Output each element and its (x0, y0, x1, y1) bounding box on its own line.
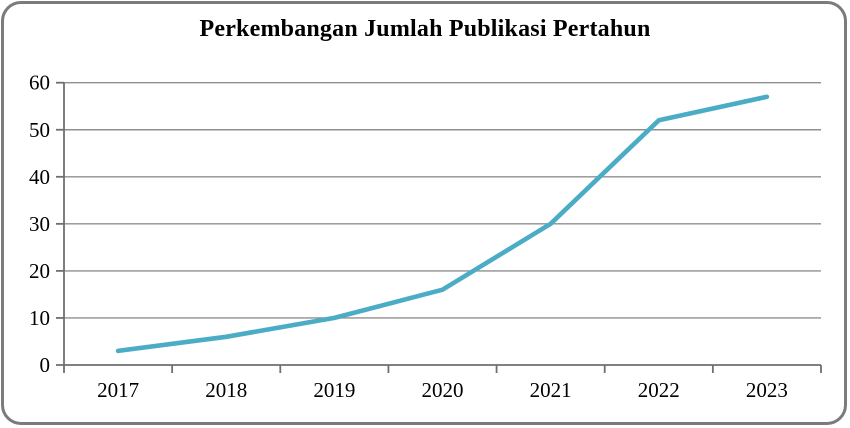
x-tick-label-2019: 2019 (313, 378, 355, 402)
data-line-series (115, 94, 770, 354)
y-tick-label-10: 10 (29, 306, 50, 330)
x-tick-label-2018: 2018 (205, 378, 247, 402)
y-tick-label-40: 40 (29, 165, 50, 189)
y-tick-label-50: 50 (29, 118, 50, 142)
x-tick-label-2020: 2020 (422, 378, 464, 402)
y-tick-label-60: 60 (29, 71, 50, 95)
chart-title: Perkembangan Jumlah Publikasi Pertahun (199, 16, 651, 42)
y-tick-label-20: 20 (29, 259, 50, 283)
x-tick-label-2022: 2022 (638, 378, 680, 402)
x-tick-label-2017: 2017 (97, 378, 139, 402)
x-tick-label-2021: 2021 (530, 378, 572, 402)
x-tick-label-2023: 2023 (746, 378, 788, 402)
y-tick-label-30: 30 (29, 212, 50, 236)
y-tick-label-0: 0 (40, 353, 51, 377)
